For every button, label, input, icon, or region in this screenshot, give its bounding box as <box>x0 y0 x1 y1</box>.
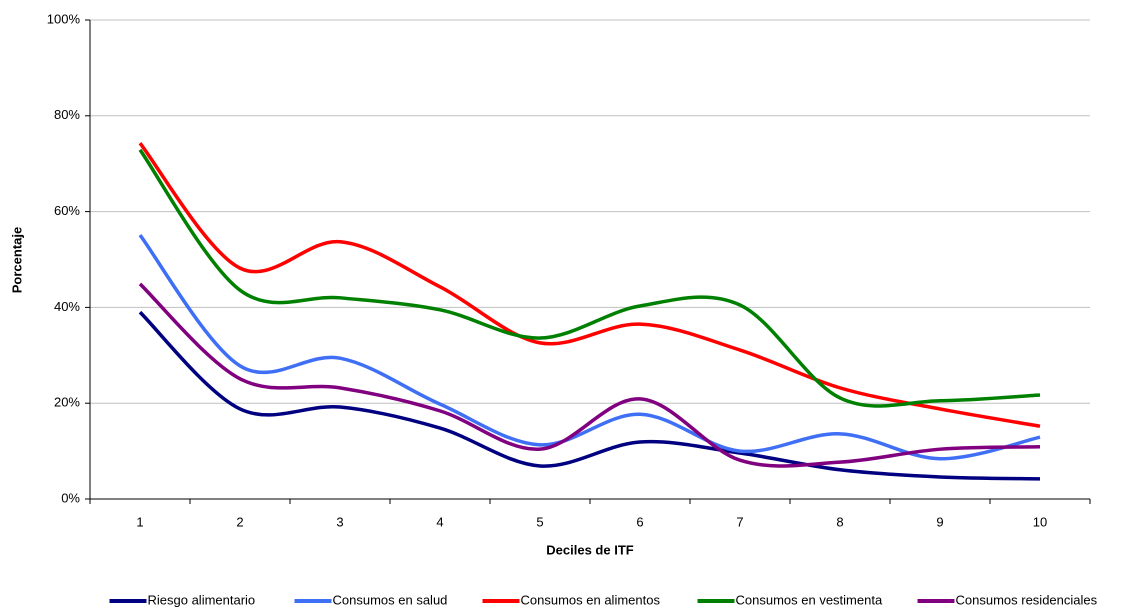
x-tick-label: 3 <box>336 514 343 529</box>
x-tick-label: 2 <box>236 514 243 529</box>
y-tick-label: 0% <box>61 490 80 505</box>
y-tick-label: 40% <box>54 299 80 314</box>
line <box>138 148 1041 408</box>
x-tick-label: 4 <box>436 514 443 529</box>
line <box>138 142 1041 428</box>
legend-label: Consumos en alimentos <box>521 592 661 607</box>
legend-label: Consumos en vestimenta <box>736 592 883 607</box>
y-tick-label: 80% <box>54 107 80 122</box>
legend-label: Consumos en salud <box>333 592 448 607</box>
y-axis-title: Porcentaje <box>9 227 24 293</box>
legend-label: Consumos residenciales <box>956 592 1098 607</box>
y-tick-label: 60% <box>54 203 80 218</box>
x-tick-label: 8 <box>836 514 843 529</box>
line <box>138 282 1041 468</box>
x-tick-label: 5 <box>536 514 543 529</box>
x-tick-label: 1 <box>136 514 143 529</box>
legend-label: Riesgo alimentario <box>148 592 256 607</box>
x-tick-label: 10 <box>1033 514 1047 529</box>
line <box>138 234 1041 461</box>
y-tick-label: 20% <box>54 395 80 410</box>
x-tick-label: 9 <box>936 514 943 529</box>
line <box>138 310 1041 481</box>
y-tick-label: 100% <box>47 11 81 26</box>
x-axis-title: Deciles de ITF <box>546 542 633 557</box>
x-tick-label: 7 <box>736 514 743 529</box>
x-tick-label: 6 <box>636 514 643 529</box>
